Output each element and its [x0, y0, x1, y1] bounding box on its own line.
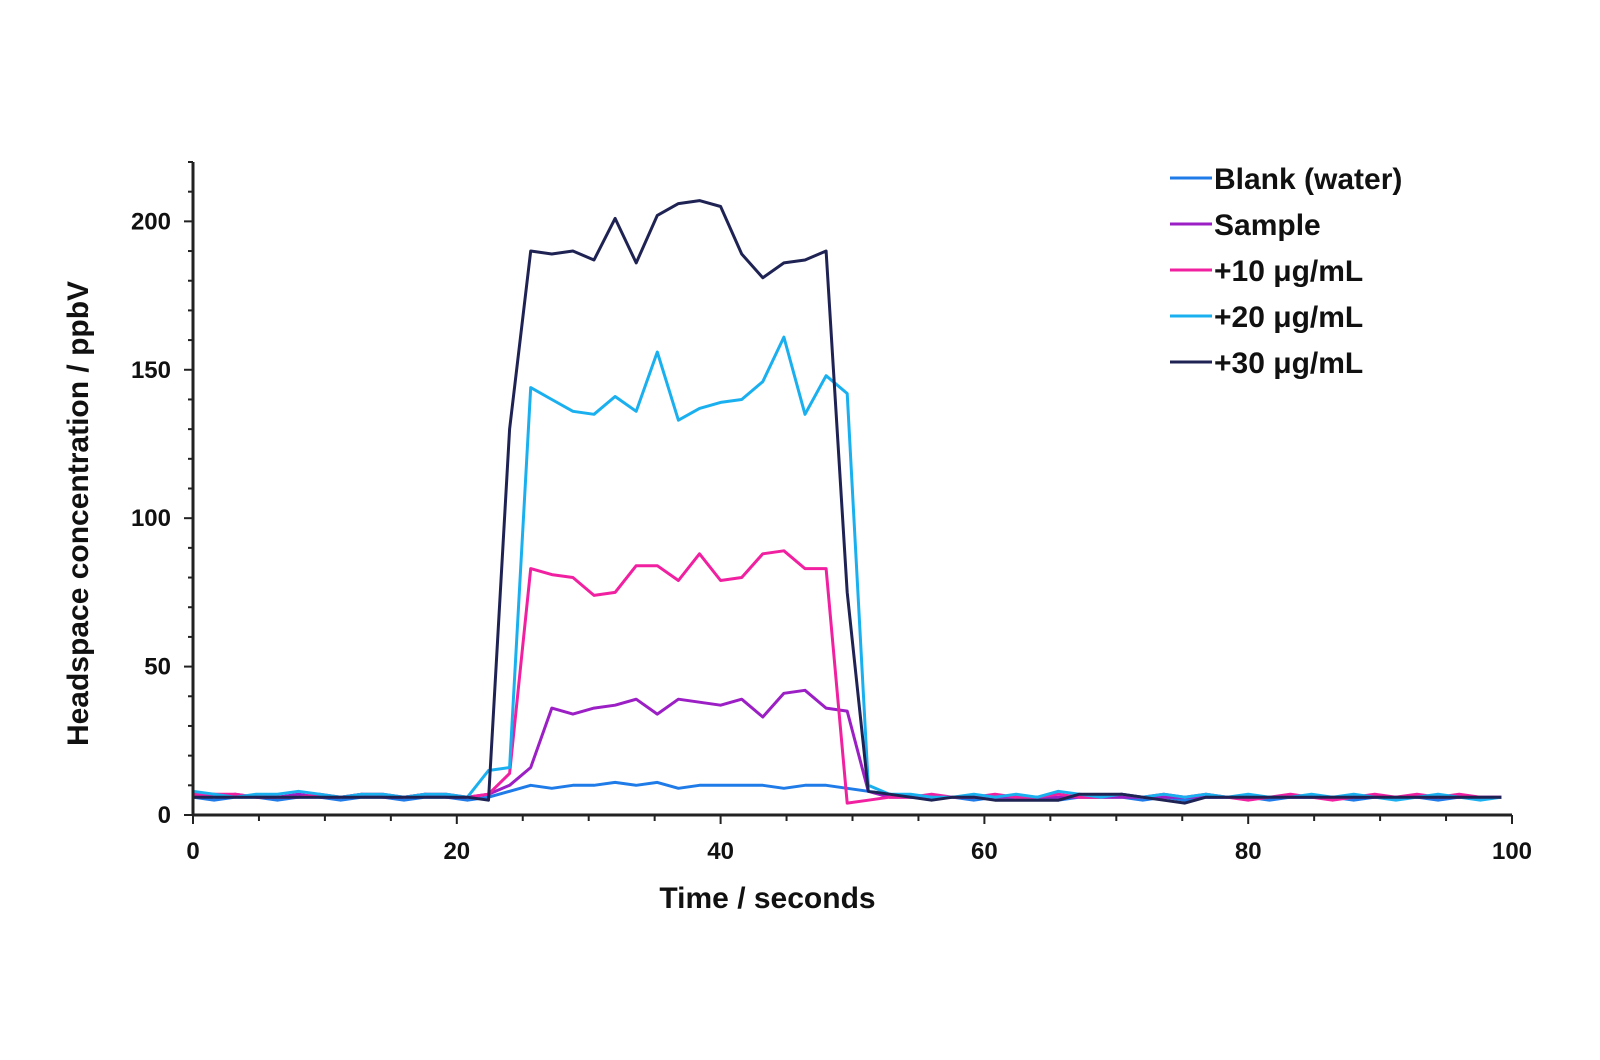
- y-axis-title: Headspace concentration / ppbV: [62, 281, 95, 746]
- series-line-2: [192, 688, 1502, 799]
- x-tick-label: 40: [707, 838, 734, 865]
- legend-label: +10 μg/mL: [1214, 255, 1363, 288]
- legend-label: Blank (water): [1214, 163, 1402, 196]
- legend-label: +30 μg/mL: [1214, 347, 1363, 380]
- y-tick-label: 150: [131, 357, 171, 384]
- x-tick-label: 20: [443, 838, 470, 865]
- x-tick-label: 0: [186, 838, 199, 865]
- x-axis-ticks: 0 20 40 60 80 100: [186, 815, 1532, 865]
- series-line-5: [193, 199, 1502, 805]
- x-tick-label: 60: [971, 838, 998, 865]
- legend-label: Sample: [1214, 209, 1321, 242]
- plot-lines: [192, 199, 1502, 805]
- legend: Blank (water) Sample +10 μg/mL +20 μg/mL +30…: [1170, 163, 1402, 380]
- x-tick-label: 100: [1492, 838, 1532, 865]
- y-tick-label: 100: [131, 505, 171, 532]
- y-tick-label: 200: [131, 208, 171, 235]
- y-axis-ticks: 0 50 100 150 200: [131, 161, 193, 829]
- legend-label: +20 μg/mL: [1214, 301, 1363, 334]
- axes: 0 50 100 150 200 0 20 40 60 80 100: [131, 161, 1532, 865]
- y-tick-label: 0: [158, 802, 171, 829]
- x-axis-title: Time / seconds: [659, 882, 875, 915]
- x-tick-label: 80: [1235, 838, 1262, 865]
- y-tick-label: 50: [144, 654, 171, 681]
